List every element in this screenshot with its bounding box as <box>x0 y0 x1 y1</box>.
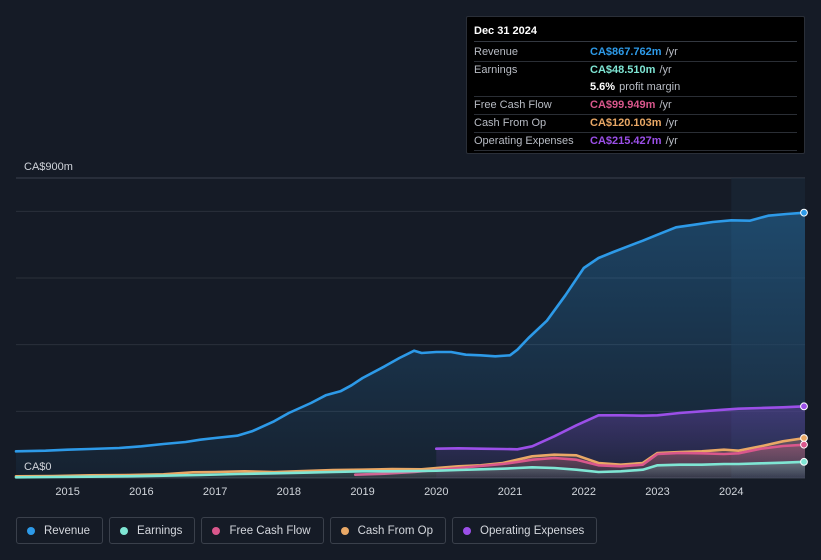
tooltip-value: CA$215.427m <box>590 135 662 147</box>
earnings-area <box>16 461 805 478</box>
tooltip-date: Dec 31 2024 <box>474 23 797 42</box>
earnings-line <box>14 460 807 479</box>
tooltip-label: Revenue <box>474 46 519 58</box>
free-cash-flow-end-point <box>800 440 808 449</box>
cash-from-op-end-point <box>800 434 808 442</box>
tooltip-unit: profit margin <box>619 81 681 93</box>
tooltip-row-free-cash-flow: Free Cash Flow CA$99.949m /yr <box>474 97 797 115</box>
legend-item-revenue[interactable]: Revenue <box>16 517 104 544</box>
tooltip-value: CA$48.510m <box>590 64 656 76</box>
data-tooltip: Dec 31 2024 Revenue CA$867.762m /yr Earn… <box>466 16 805 154</box>
x-tick-label: 2022 <box>572 486 596 498</box>
legend-label: Cash From Op <box>357 524 434 537</box>
tooltip-unit: /yr <box>659 99 672 111</box>
x-tick-label: 2019 <box>350 486 374 498</box>
legend-item-cash-from-op[interactable]: Cash From Op <box>329 517 447 544</box>
legend-label: Operating Expenses <box>480 524 585 537</box>
x-tick-label: 2018 <box>277 486 301 498</box>
legend-item-earnings[interactable]: Earnings <box>109 517 196 544</box>
tooltip-value: CA$120.103m <box>590 117 662 129</box>
revenue-area <box>16 212 805 478</box>
chart-series <box>14 208 808 479</box>
legend-label: Revenue <box>44 524 91 537</box>
x-tick-label: 2015 <box>55 486 79 498</box>
operating-expenses-line <box>435 405 807 451</box>
legend-item-operating-expenses[interactable]: Operating Expenses <box>452 517 598 544</box>
tooltip-label: Free Cash Flow <box>474 99 552 111</box>
cash-from-op-dot-icon <box>340 526 349 535</box>
legend-label: Earnings <box>137 524 183 537</box>
operating-expenses-dot-icon <box>463 526 472 535</box>
y-axis-top-label: CA$900m <box>24 161 73 173</box>
chart-legend: Revenue Earnings Free Cash Flow Cash Fro… <box>16 517 598 544</box>
free-cash-flow-dot-icon <box>212 526 221 535</box>
legend-item-free-cash-flow[interactable]: Free Cash Flow <box>201 517 324 544</box>
tooltip-unit: /yr <box>665 117 678 129</box>
tooltip-unit: /yr <box>659 64 672 76</box>
revenue-line <box>14 211 807 453</box>
x-tick-label: 2017 <box>203 486 227 498</box>
tooltip-row-revenue: Revenue CA$867.762m /yr <box>474 44 797 62</box>
legend-label: Free Cash Flow <box>229 524 311 537</box>
x-tick-label: 2021 <box>498 486 522 498</box>
tooltip-label: Operating Expenses <box>474 135 574 147</box>
operating-expenses-end-point <box>800 402 808 411</box>
x-tick-label: 2023 <box>645 486 669 498</box>
y-axis-bottom-label: CA$0 <box>24 461 52 473</box>
tooltip-row-profit-margin: 5.6% profit margin <box>474 79 797 97</box>
tooltip-unit: /yr <box>665 135 678 147</box>
revenue-dot-icon <box>27 526 35 535</box>
tooltip-row-cash-from-op: Cash From Op CA$120.103m /yr <box>474 115 797 133</box>
tooltip-label: Earnings <box>474 64 518 76</box>
tooltip-value: CA$99.949m <box>590 99 656 111</box>
x-axis: 2015 2016 2017 2018 2019 2020 2021 2022 2023 2024 <box>55 486 743 498</box>
x-tick-label: 2020 <box>424 486 448 498</box>
x-tick-label: 2016 <box>129 486 153 498</box>
earnings-end-point <box>800 457 808 466</box>
tooltip-value: 5.6% <box>590 81 616 93</box>
tooltip-row-operating-expenses: Operating Expenses CA$215.427m /yr <box>474 133 797 151</box>
free-cash-flow-line <box>353 443 807 476</box>
tooltip-unit: /yr <box>665 46 678 58</box>
revenue-end-point <box>800 208 808 217</box>
tooltip-row-earnings: Earnings CA$48.510m /yr <box>474 62 797 79</box>
x-tick-label: 2024 <box>719 486 743 498</box>
tooltip-label: Cash From Op <box>474 117 547 129</box>
tooltip-value: CA$867.762m <box>590 46 662 58</box>
earnings-dot-icon <box>120 526 129 535</box>
tooltip-label <box>474 79 590 96</box>
